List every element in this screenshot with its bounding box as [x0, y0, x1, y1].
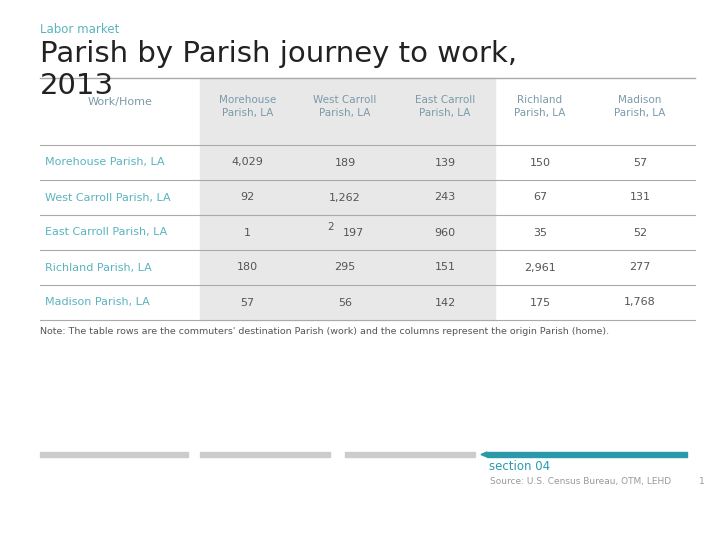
Text: Richland Parish, LA: Richland Parish, LA — [45, 262, 152, 273]
Text: 243: 243 — [434, 192, 456, 202]
Text: 1: 1 — [699, 477, 705, 486]
Bar — [200, 452, 330, 457]
Text: East Carroll Parish, LA: East Carroll Parish, LA — [45, 227, 167, 238]
Text: Morehouse Parish, LA: Morehouse Parish, LA — [45, 158, 165, 167]
Text: 4,029: 4,029 — [232, 158, 264, 167]
Text: 57: 57 — [633, 158, 647, 167]
Text: Work/Home: Work/Home — [88, 97, 153, 106]
Text: 1,262: 1,262 — [329, 192, 361, 202]
Polygon shape — [481, 452, 487, 457]
Text: 2013: 2013 — [40, 72, 114, 100]
Text: Madison Parish, LA: Madison Parish, LA — [45, 298, 150, 307]
Text: 35: 35 — [533, 227, 547, 238]
Bar — [295, 78, 395, 320]
Text: Morehouse
Parish, LA: Morehouse Parish, LA — [219, 95, 276, 118]
Text: 2,961: 2,961 — [524, 262, 556, 273]
Text: 150: 150 — [529, 158, 551, 167]
Text: 57: 57 — [240, 298, 255, 307]
Text: Source: U.S. Census Bureau, OTM, LEHD: Source: U.S. Census Bureau, OTM, LEHD — [490, 477, 671, 486]
Text: section 04: section 04 — [489, 460, 550, 473]
Bar — [345, 452, 475, 457]
Text: 1,768: 1,768 — [624, 298, 656, 307]
Text: 131: 131 — [629, 192, 650, 202]
Text: Richland
Parish, LA: Richland Parish, LA — [514, 95, 566, 118]
Text: 175: 175 — [529, 298, 551, 307]
Text: Labor market: Labor market — [40, 23, 120, 36]
Text: Parish by Parish journey to work,: Parish by Parish journey to work, — [40, 40, 517, 68]
Bar — [487, 452, 687, 457]
Text: 189: 189 — [334, 158, 356, 167]
Text: West Carroll Parish, LA: West Carroll Parish, LA — [45, 192, 171, 202]
Bar — [395, 78, 495, 320]
Text: 67: 67 — [533, 192, 547, 202]
Text: 960: 960 — [434, 227, 456, 238]
Text: 142: 142 — [434, 298, 456, 307]
Text: 139: 139 — [434, 158, 456, 167]
Text: 2: 2 — [327, 222, 333, 233]
Bar — [40, 452, 188, 457]
Text: 1: 1 — [244, 227, 251, 238]
Text: Note: The table rows are the commuters' destination Parish (work) and the column: Note: The table rows are the commuters' … — [40, 327, 609, 336]
Text: 151: 151 — [434, 262, 456, 273]
Text: 277: 277 — [629, 262, 651, 273]
Text: Madison
Parish, LA: Madison Parish, LA — [614, 95, 666, 118]
Text: 92: 92 — [240, 192, 255, 202]
Text: West Carroll
Parish, LA: West Carroll Parish, LA — [313, 95, 377, 118]
Text: East Carroll
Parish, LA: East Carroll Parish, LA — [415, 95, 475, 118]
Text: 56: 56 — [338, 298, 352, 307]
Text: 180: 180 — [237, 262, 258, 273]
Bar — [200, 78, 295, 320]
Text: 295: 295 — [334, 262, 356, 273]
Text: 197: 197 — [343, 227, 364, 238]
Text: 52: 52 — [633, 227, 647, 238]
